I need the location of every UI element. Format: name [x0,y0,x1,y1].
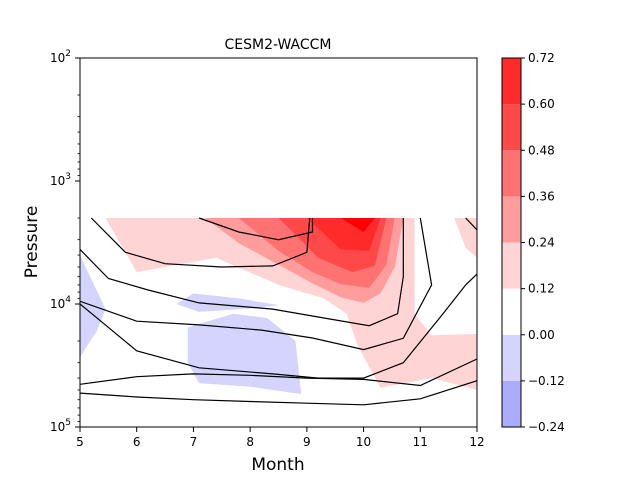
contour-line-4 [80,273,477,379]
colorbar-segment [502,380,521,427]
contour-line-3 [80,217,433,351]
filled-region-1 [454,218,477,258]
contour-lines [80,217,477,406]
colorbar-segment [502,58,521,105]
colorbar: 0.72 0.60 0.48 0.36 0.24 0.12 0.00 −0.12 −0.24 [501,51,565,434]
colorbar-segment [502,150,521,197]
x-tick-label: 7 [190,435,198,449]
colorbar-tick-label: 0.36 [528,189,555,203]
colorbar-tick-label: 0.48 [528,143,555,157]
contour-line-0 [90,217,311,268]
contour-line-6 [80,380,477,406]
contour-line-1 [198,217,314,241]
colorbar-tick-label: 0.72 [528,51,555,65]
x-axis-label: Month [251,455,304,475]
contour-line-7 [465,217,477,231]
plot-area [80,58,477,427]
contour-line-5 [80,358,477,387]
x-tick-label: 8 [246,435,254,449]
filled-region-6 [340,218,375,232]
colorbar-tick-label: 0.12 [528,282,555,296]
colorbar-tick-label: −0.12 [528,374,565,388]
colorbar-segment [502,242,521,289]
x-tick-label: 6 [133,435,141,449]
contour-line-2 [80,218,404,327]
x-tick-label: 11 [413,435,428,449]
colorbar-tick-label: 0.24 [528,236,555,250]
chart-title: CESM2-WACCM [224,37,331,53]
colorbar-segment [502,334,521,381]
colorbar-segment [502,104,521,151]
x-axis: 5 6 7 8 9 10 11 12 [76,427,485,449]
colorbar-segment [502,196,521,243]
x-tick-label: 9 [303,435,311,449]
colorbar-tick-label: 0.60 [528,97,555,111]
x-tick-label: 10 [356,435,371,449]
y-axis-label: Pressure [22,206,42,279]
colorbar-tick-label: −0.24 [528,420,565,434]
x-tick-label: 5 [76,435,84,449]
colorbar-tick-label: 0.00 [528,328,555,342]
x-tick-label: 12 [469,435,484,449]
plot-frame [79,57,478,428]
colorbar-segment [502,288,521,335]
